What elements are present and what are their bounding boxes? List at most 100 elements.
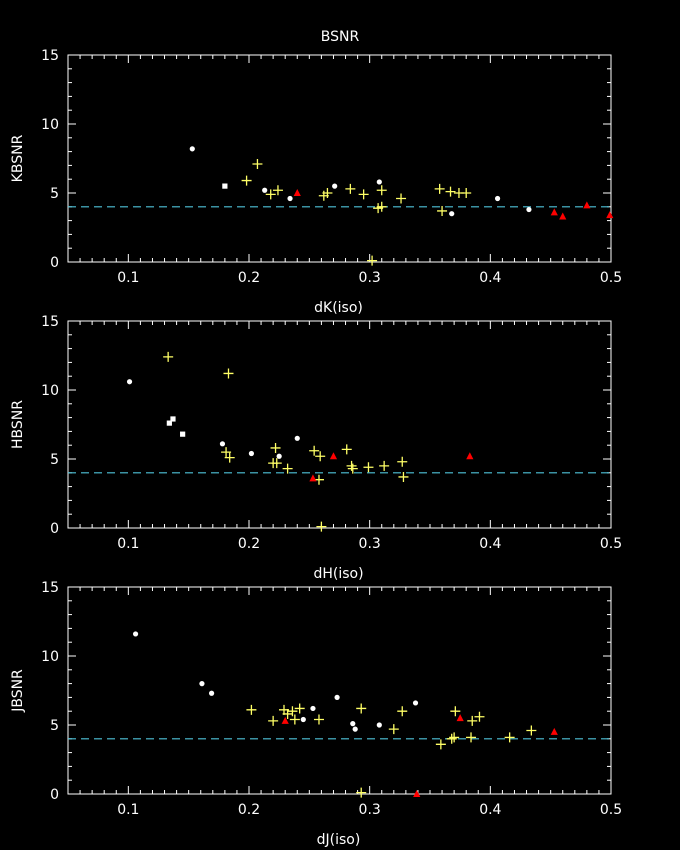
y-tick-label: 10	[41, 117, 59, 133]
x-tick-label: 0.1	[117, 270, 139, 286]
x-tick-label: 0.2	[238, 802, 260, 818]
x-tick-label: 0.4	[479, 536, 501, 552]
data-point-circle	[262, 187, 268, 193]
data-point-plus	[316, 521, 327, 532]
data-point-triangle	[606, 211, 614, 219]
data-point-plus	[356, 703, 367, 714]
x-axis-label: dK(iso)	[314, 300, 363, 316]
data-point-plus	[376, 201, 387, 212]
chart-title: BSNR	[321, 29, 360, 45]
data-point-plus	[223, 368, 234, 379]
data-point-triangle	[550, 208, 558, 216]
data-point-triangle	[329, 452, 338, 460]
data-point-plus	[346, 460, 357, 471]
data-point-plus	[445, 186, 456, 197]
y-tick-label: 5	[50, 452, 59, 468]
data-point-plus	[241, 175, 252, 186]
data-point-plus	[315, 451, 326, 462]
data-point-plus	[526, 725, 537, 736]
plot-frame	[67, 320, 612, 529]
data-point-plus	[221, 447, 232, 458]
data-point-plus	[437, 205, 448, 216]
data-point-plus	[461, 188, 472, 198]
x-tick-label: 0.2	[238, 536, 260, 552]
data-point-plus	[271, 458, 282, 469]
data-point-square	[166, 420, 172, 426]
y-tick-label: 5	[50, 186, 59, 202]
data-point-triangle	[456, 714, 464, 722]
y-tick-label: 10	[41, 383, 59, 399]
data-point-plus	[356, 787, 367, 798]
y-tick-label: 5	[50, 718, 59, 734]
data-point-circle	[412, 700, 419, 706]
y-axis-label: HBSNR	[10, 400, 26, 449]
data-point-circle	[219, 441, 226, 447]
x-tick-label: 0.2	[238, 270, 260, 286]
data-point-plus	[466, 732, 477, 743]
data-point-plus	[309, 445, 320, 456]
y-tick-label: 0	[50, 787, 59, 803]
x-tick-label: 0.5	[600, 802, 622, 818]
plot-frame	[67, 54, 612, 263]
data-point-plus	[224, 452, 235, 463]
data-point-plus	[504, 732, 515, 743]
data-point-circle	[287, 195, 293, 202]
data-point-plus	[474, 711, 485, 722]
y-axis-label: KBSNR	[10, 134, 26, 182]
data-point-circle	[494, 195, 501, 202]
data-point-plus	[449, 732, 460, 743]
data-point-circle	[208, 690, 215, 696]
data-point-triangle	[466, 452, 474, 460]
x-axis-label: dH(iso)	[313, 566, 363, 582]
data-point-circle	[132, 631, 139, 637]
data-point-plus	[294, 703, 305, 714]
data-point-plus	[435, 739, 446, 750]
data-point-plus	[282, 463, 293, 474]
data-point-square	[222, 183, 228, 189]
data-point-plus	[270, 442, 281, 453]
data-point-circle	[126, 379, 133, 385]
y-tick-label: 15	[41, 48, 59, 64]
data-point-plus	[397, 456, 408, 467]
data-point-plus	[450, 706, 461, 717]
data-point-plus	[347, 463, 358, 474]
data-point-circle	[276, 453, 282, 459]
y-tick-label: 0	[50, 521, 59, 537]
y-tick-label: 10	[41, 649, 59, 665]
data-point-plus	[363, 462, 374, 473]
data-point-plus	[446, 733, 457, 744]
data-point-triangle	[413, 790, 421, 797]
data-point-circle	[310, 705, 316, 712]
data-point-triangle	[583, 201, 591, 209]
panel-2: 0 5 10 15 0.1 0.2 0.3 0.4 0.5 dH(iso) HBSNR	[10, 314, 622, 582]
data-point-plus	[397, 706, 408, 717]
data-point-plus	[376, 185, 387, 196]
data-point-triangle	[281, 716, 289, 724]
x-tick-label: 0.4	[479, 802, 501, 818]
data-point-plus	[467, 715, 478, 726]
data-point-circle	[248, 450, 255, 457]
data-point-circle	[376, 179, 382, 185]
y-tick-label: 15	[41, 314, 59, 330]
x-axis-label: dJ(iso)	[317, 832, 361, 848]
data-point-plus	[252, 159, 263, 170]
data-point-triangle	[293, 189, 301, 196]
x-tick-label: 0.5	[600, 270, 622, 286]
data-point-plus	[246, 704, 257, 715]
panel-1: 0 5 10 15 0.1 0.2 0.3 0.4 0.5 dK(iso) KBSNR	[10, 48, 622, 316]
data-point-circle	[189, 146, 195, 152]
data-point-circle	[526, 206, 532, 213]
y-axis-label: JBSNR	[10, 669, 26, 713]
data-point-plus	[287, 706, 298, 717]
data-point-circle	[332, 183, 338, 189]
data-point-plus	[388, 724, 399, 735]
data-point-circle	[376, 722, 382, 728]
data-point-plus	[313, 714, 324, 725]
data-point-circle	[449, 211, 455, 217]
data-point-circle	[334, 694, 340, 701]
panel-3: 0 5 10 15 0.1 0.2 0.3 0.4 0.5 dJ(iso) JBSNR	[10, 580, 622, 848]
data-point-plus	[268, 715, 279, 726]
data-point-plus	[289, 714, 300, 725]
data-point-square	[170, 416, 176, 422]
